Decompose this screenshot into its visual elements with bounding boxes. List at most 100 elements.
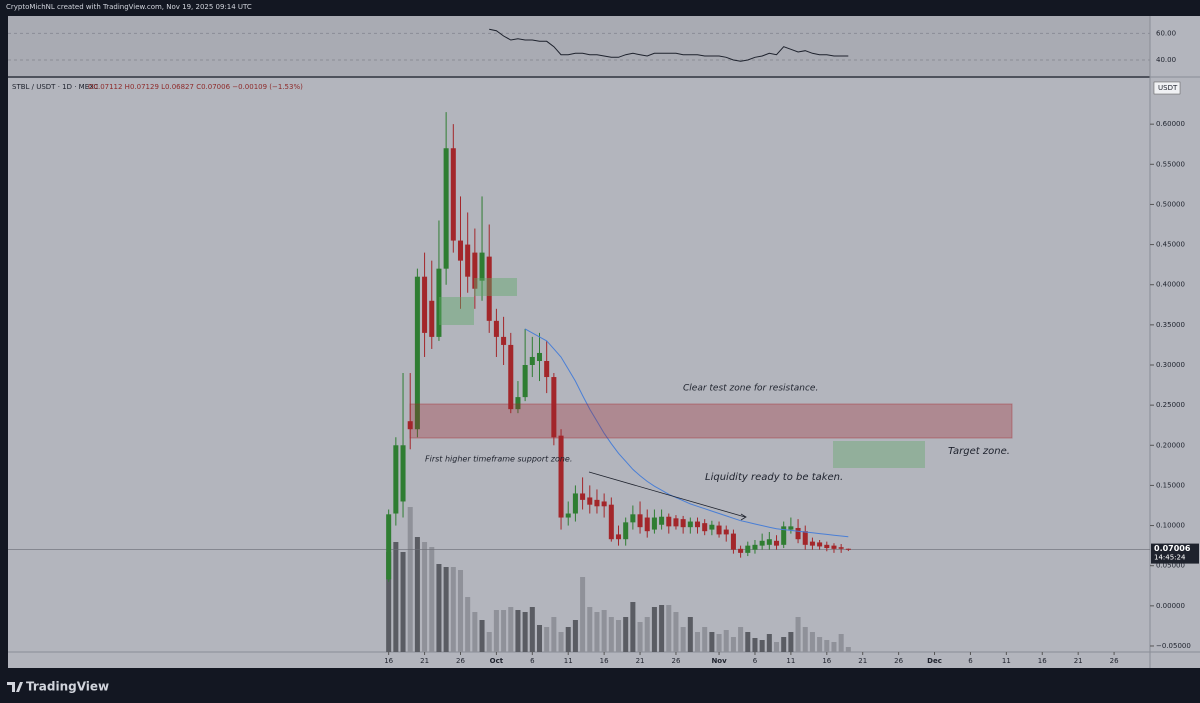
- candle-body: [795, 527, 801, 540]
- volume-bar: [781, 637, 787, 652]
- candle-body: [723, 529, 729, 535]
- x-tick-label: Dec: [927, 657, 942, 665]
- volume-bar: [572, 620, 578, 652]
- arrow-head: [740, 513, 747, 521]
- candle-body: [515, 397, 521, 410]
- candle-body: [845, 548, 851, 550]
- volume-bar: [738, 627, 744, 652]
- x-tick-label: 26: [1110, 657, 1119, 665]
- volume-bar: [687, 617, 693, 652]
- volume-bar: [694, 632, 701, 652]
- rsi-tick-label: 40.00: [1156, 56, 1176, 64]
- volume-bar: [759, 640, 765, 652]
- volume-bar: [745, 632, 751, 652]
- volume-bar: [809, 632, 815, 652]
- y-tick-label: 0.35000: [1156, 321, 1185, 329]
- y-tick-label: 0.55000: [1156, 160, 1185, 168]
- volume-bar: [623, 617, 629, 652]
- candle-body: [644, 517, 650, 532]
- candle-body: [817, 542, 823, 547]
- candle-body: [536, 352, 543, 361]
- symbol: STBL / USDT · 1D · MEXC: [12, 83, 98, 91]
- candle-body: [608, 504, 614, 540]
- volume-bar: [400, 552, 406, 652]
- candle-body: [745, 545, 751, 553]
- volume-bar: [536, 625, 543, 652]
- volume-bar: [766, 634, 772, 652]
- volume-bar: [544, 627, 550, 652]
- candle-body: [501, 336, 507, 345]
- x-tick-label: 26: [672, 657, 681, 665]
- candle-body: [565, 513, 571, 518]
- candle-body: [508, 344, 514, 410]
- x-tick-label: 11: [786, 657, 795, 665]
- volume-bar: [716, 634, 722, 652]
- volume-bar: [637, 622, 643, 652]
- candle-body: [759, 540, 765, 546]
- candle-body: [457, 240, 464, 261]
- x-tick-label: 11: [1002, 657, 1011, 665]
- y-tick-label: −0.05000: [1156, 642, 1191, 650]
- volume-bar: [465, 597, 471, 652]
- x-tick-label: 21: [858, 657, 867, 665]
- volume-bar: [565, 627, 571, 652]
- volume-bar: [457, 570, 464, 652]
- x-tick-label: 16: [822, 657, 831, 665]
- candle-body: [774, 540, 780, 546]
- zone: [439, 297, 474, 325]
- logo-icon: [7, 682, 23, 692]
- price-axis: [1150, 16, 1200, 668]
- x-tick-label: 26: [894, 657, 903, 665]
- y-tick-label: 0.20000: [1156, 441, 1185, 449]
- candle-body: [580, 493, 586, 500]
- trend-line: [588, 471, 746, 518]
- y-tick-label: 0.45000: [1156, 241, 1185, 249]
- candle-body: [558, 435, 564, 518]
- countdown: 14:45:24: [1154, 554, 1186, 562]
- candle-body: [472, 252, 478, 289]
- price-panel: [8, 78, 1150, 652]
- candle-body: [551, 377, 557, 438]
- volume-bar: [522, 612, 528, 652]
- x-tick-label: 11: [564, 657, 573, 665]
- annotation: Liquidity ready to be taken.: [705, 472, 843, 483]
- x-tick-label: 6: [753, 657, 758, 665]
- candle-body: [386, 514, 392, 580]
- volume-bar: [601, 610, 607, 652]
- candle-body: [436, 268, 442, 337]
- candle-body: [429, 300, 435, 337]
- candle-body: [781, 526, 787, 545]
- candle-body: [486, 256, 492, 321]
- candle-body: [572, 493, 578, 514]
- zone: [474, 278, 517, 296]
- volume-bar: [386, 552, 392, 652]
- candle-body: [594, 499, 600, 507]
- candle-body: [702, 523, 708, 532]
- candle-body: [522, 365, 528, 398]
- price-tag-label: 0.07006: [1154, 544, 1191, 553]
- x-tick-label: 16: [1038, 657, 1047, 665]
- rsi-line: [489, 28, 849, 62]
- volume-bar: [429, 547, 435, 652]
- candle-body: [752, 544, 758, 550]
- volume-bar: [651, 607, 657, 652]
- candle-body: [393, 445, 399, 514]
- volume-bar: [508, 607, 514, 652]
- volume-bar: [479, 620, 485, 652]
- volume-bar: [673, 612, 679, 652]
- candle-body: [738, 548, 744, 553]
- y-tick-label: 0.05000: [1156, 562, 1185, 570]
- volume-bar: [558, 632, 564, 652]
- moving-average: [524, 328, 849, 538]
- volume-bar: [666, 605, 672, 652]
- volume-bar: [587, 607, 593, 652]
- candle-body: [479, 252, 485, 281]
- target-zone: [833, 441, 925, 468]
- candle-body: [407, 421, 413, 430]
- candle-body: [802, 531, 808, 545]
- candle-body: [788, 526, 794, 530]
- candle-body: [709, 524, 715, 530]
- volume-bar: [580, 577, 586, 652]
- logo: TradingView: [26, 680, 109, 694]
